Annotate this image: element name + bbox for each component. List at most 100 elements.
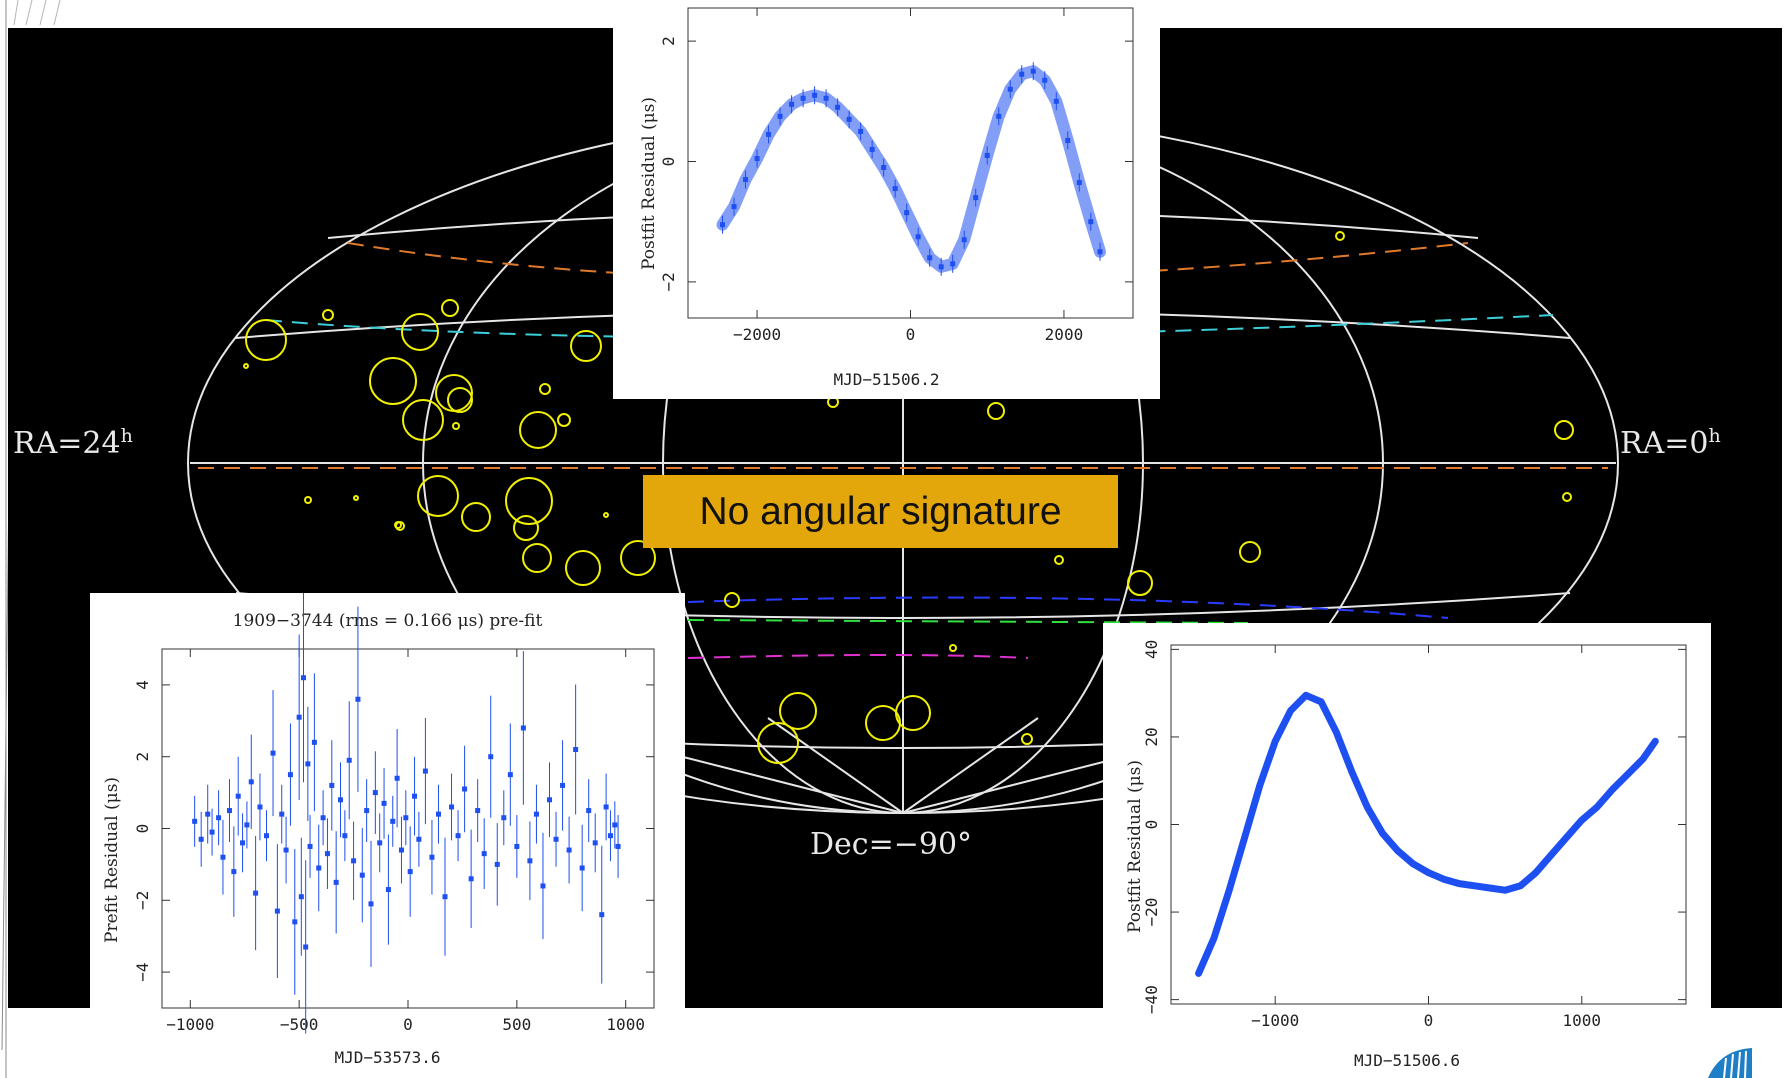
data-point <box>754 155 760 161</box>
data-point <box>468 876 474 882</box>
institution-logo-icon <box>1708 1048 1752 1078</box>
x-tick-label: −1000 <box>166 1015 214 1034</box>
data-point <box>301 675 307 681</box>
data-point <box>1487 885 1493 891</box>
data-point <box>566 847 572 853</box>
y-tick-label: 2 <box>133 752 152 762</box>
data-point <box>1065 137 1071 143</box>
data-point <box>1533 870 1539 876</box>
data-point <box>1579 817 1585 823</box>
data-point <box>235 793 241 799</box>
y-tick-label: −4 <box>133 962 152 981</box>
plot-frame <box>161 648 655 1009</box>
data-point <box>338 797 344 803</box>
data-point <box>1007 86 1013 92</box>
y-axis-label: Postfit Residual (μs) <box>1125 760 1145 933</box>
data-point <box>263 833 269 839</box>
data-point <box>915 234 921 240</box>
data-point <box>1563 835 1569 841</box>
data-point <box>1625 771 1631 777</box>
no-angular-signature-banner: No angular signature <box>643 475 1118 548</box>
data-point <box>1410 861 1416 867</box>
data-point <box>1426 870 1431 876</box>
data-point <box>1242 835 1248 841</box>
data-point <box>307 843 313 849</box>
y-tick-label: 2 <box>659 36 678 46</box>
data-point <box>346 757 352 763</box>
y-tick-label: −2 <box>133 891 152 910</box>
data-point <box>858 128 864 134</box>
data-point <box>1456 881 1462 887</box>
series-trend-band <box>1195 691 1659 977</box>
ra-left-label: RA=24h <box>13 425 133 461</box>
data-point <box>881 165 887 171</box>
data-point <box>599 912 605 918</box>
y-tick-label: 4 <box>133 680 152 690</box>
data-point <box>226 808 232 814</box>
data-point <box>927 255 933 261</box>
data-point <box>1030 68 1036 74</box>
data-point <box>1517 883 1523 889</box>
y-axis-label: Postfit Residual (μs) <box>639 97 659 270</box>
data-point <box>257 804 263 810</box>
data-point <box>209 829 215 835</box>
data-point <box>1652 738 1658 744</box>
data-point <box>403 815 409 821</box>
data-point <box>296 714 302 720</box>
data-point <box>1211 935 1217 941</box>
data-point <box>1303 692 1309 698</box>
data-point <box>292 919 298 925</box>
data-point <box>938 264 944 270</box>
data-point <box>892 186 898 192</box>
data-point <box>320 815 326 821</box>
chart-panel-bottom-right: −1000 0 1000 −40 −20 0 20 40 Postfit Residual (… <box>1103 623 1711 1078</box>
pulsar-source-markers <box>243 231 1574 764</box>
data-point <box>316 865 322 871</box>
data-point <box>1380 830 1386 836</box>
data-point <box>1471 883 1477 889</box>
data-point <box>359 872 365 878</box>
data-point <box>846 116 852 122</box>
data-point <box>560 782 566 788</box>
data-point <box>368 901 374 907</box>
dashed-curve-green <box>687 619 1249 624</box>
data-point <box>592 840 598 846</box>
x-tick-label: 0 <box>403 1015 413 1034</box>
data-point <box>303 944 309 950</box>
data-point <box>216 815 222 821</box>
y-tick-label: 20 <box>1142 727 1161 746</box>
data-point <box>812 92 818 98</box>
ra-right-label: RA=0h <box>1620 425 1721 461</box>
data-point <box>1548 852 1554 858</box>
data-point <box>800 95 806 101</box>
data-point <box>607 833 613 839</box>
data-point <box>603 804 609 810</box>
x-tick-label: 0 <box>906 325 916 344</box>
x-tick-label: −500 <box>280 1015 319 1034</box>
data-point <box>1594 804 1600 810</box>
data-point <box>364 808 370 814</box>
chart-panel-bottom-left: 1909−3744 (rms = 0.166 μs) pre-fit −1000… <box>90 593 685 1078</box>
data-point <box>429 854 435 860</box>
data-point <box>514 843 520 849</box>
data-point <box>416 836 422 842</box>
data-point <box>1019 71 1025 77</box>
chart-bottom-right-svg: −1000 0 1000 −40 −20 0 20 40 <box>1142 640 1687 1030</box>
chart-top-svg: −2000 0 2000 −2 0 2 <box>659 7 1134 344</box>
data-point <box>1042 77 1048 83</box>
y-tick-label: 40 <box>1142 640 1161 659</box>
data-point <box>540 883 546 889</box>
data-point <box>455 833 461 839</box>
data-point <box>573 747 579 753</box>
data-point <box>1349 769 1355 775</box>
data-point <box>407 869 413 875</box>
data-point <box>372 790 378 796</box>
data-point <box>351 858 357 864</box>
data-point <box>412 793 418 799</box>
data-point <box>279 811 285 817</box>
data-point <box>355 696 361 702</box>
data-point <box>527 858 533 864</box>
data-point <box>1318 699 1324 705</box>
data-point <box>1272 738 1278 744</box>
y-tick-label: −20 <box>1142 898 1161 927</box>
